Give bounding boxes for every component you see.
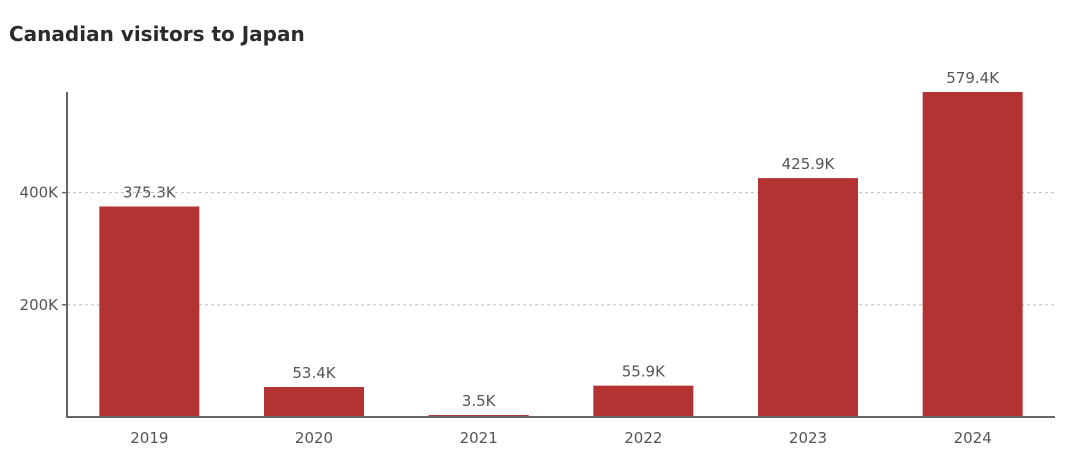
labels: 375.3K 2019 53.4K 2020 3.5K 2021 55.9K 2022 425.… bbox=[123, 69, 1000, 447]
bar-value-label: 3.5K bbox=[462, 392, 497, 410]
x-tick-label: 2024 bbox=[954, 429, 992, 447]
bar-2020 bbox=[264, 387, 364, 417]
x-tick-label: 2021 bbox=[460, 429, 498, 447]
bar-2019 bbox=[99, 206, 200, 417]
bar-value-label: 53.4K bbox=[292, 364, 336, 382]
bar-value-label: 375.3K bbox=[123, 183, 177, 201]
x-tick-label: 2020 bbox=[295, 429, 333, 447]
x-tick-label: 2023 bbox=[789, 429, 827, 447]
bar-value-label: 425.9K bbox=[782, 155, 836, 173]
y-tick-label: 200K bbox=[20, 296, 60, 314]
bar-value-label: 55.9K bbox=[622, 363, 666, 381]
bars bbox=[99, 92, 1023, 417]
chart-title: Canadian visitors to Japan bbox=[9, 22, 305, 46]
gridlines bbox=[67, 192, 1055, 306]
x-tick-label: 2019 bbox=[130, 429, 168, 447]
x-tick-label: 2022 bbox=[624, 429, 662, 447]
bar-2023 bbox=[758, 178, 858, 417]
bar-2022 bbox=[593, 385, 694, 417]
bar-value-label: 579.4K bbox=[946, 69, 1000, 87]
axes: 200K 400K bbox=[20, 92, 1055, 418]
y-tick-label: 400K bbox=[20, 184, 60, 202]
bar-2024 bbox=[922, 92, 1023, 417]
